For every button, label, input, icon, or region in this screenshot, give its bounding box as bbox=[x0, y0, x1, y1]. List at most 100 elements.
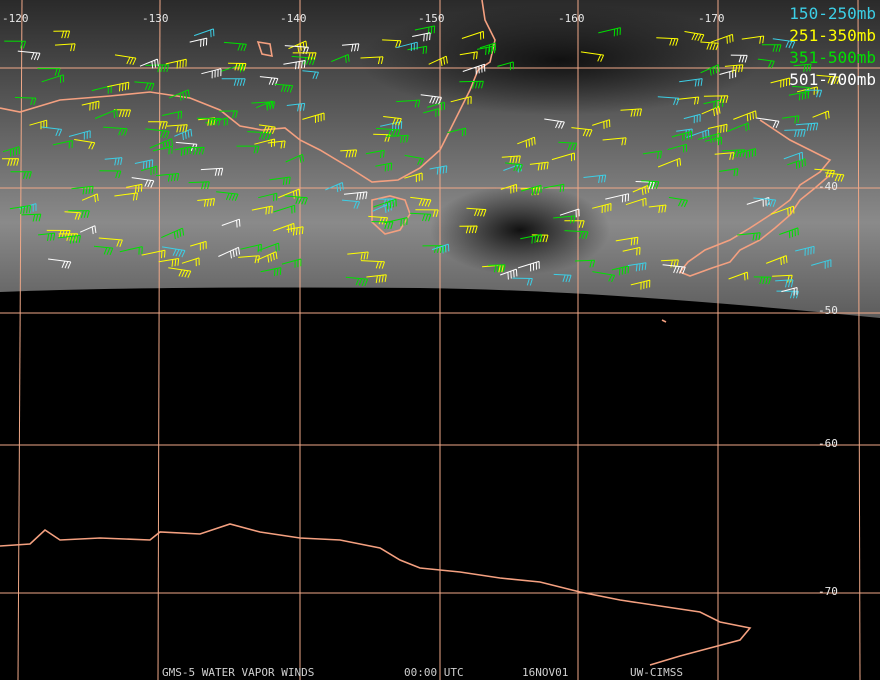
wind-barb bbox=[592, 203, 612, 214]
wind-barb bbox=[812, 110, 830, 120]
wind-barb bbox=[383, 116, 402, 126]
wind-barb bbox=[505, 162, 523, 172]
wind-barb bbox=[656, 37, 679, 46]
wind-barb bbox=[41, 74, 64, 84]
wind-barb bbox=[757, 58, 775, 69]
wind-barb bbox=[779, 227, 799, 239]
wind-barb bbox=[41, 126, 63, 137]
wind-barb bbox=[9, 205, 31, 215]
wind-barb bbox=[667, 143, 687, 153]
wind-barb bbox=[447, 127, 467, 137]
wind-barb bbox=[772, 38, 796, 49]
wind-barb bbox=[236, 145, 260, 154]
wind-barb bbox=[292, 52, 317, 60]
wind-barb bbox=[286, 226, 304, 236]
wind-barb bbox=[2, 146, 20, 157]
wind-barb bbox=[620, 108, 642, 117]
wind-barb bbox=[285, 153, 305, 163]
wind-barb bbox=[201, 68, 222, 79]
wind-barb bbox=[152, 145, 173, 155]
wind-barb bbox=[783, 151, 804, 161]
wind-barb bbox=[165, 58, 187, 69]
wind-barb bbox=[648, 204, 667, 213]
wind-barb bbox=[684, 31, 705, 42]
wind-barb bbox=[733, 110, 757, 122]
wind-barb bbox=[420, 94, 442, 105]
wind-barb bbox=[700, 41, 719, 51]
wind-barb bbox=[795, 122, 819, 131]
wind-barb bbox=[737, 232, 761, 241]
wind-barb bbox=[781, 287, 798, 296]
wind-barb bbox=[161, 227, 185, 240]
wind-barb bbox=[625, 197, 647, 207]
wind-barb bbox=[288, 40, 308, 52]
wind-barb bbox=[431, 243, 450, 254]
wind-barb bbox=[74, 139, 96, 150]
wind-barb bbox=[162, 110, 183, 120]
wind-barb bbox=[787, 158, 806, 169]
wind-barb bbox=[657, 157, 682, 168]
wind-barb bbox=[347, 251, 369, 260]
legend: 150-250mb 251-350mb 351-500mb 501-700mb bbox=[789, 4, 876, 89]
wind-barb bbox=[267, 140, 286, 149]
legend-entry: 251-350mb bbox=[789, 26, 876, 45]
lon-label: -150 bbox=[418, 12, 445, 25]
wind-barb bbox=[602, 137, 627, 146]
wind-barb bbox=[223, 41, 247, 52]
wind-barb bbox=[360, 260, 385, 269]
wind-barb bbox=[793, 63, 812, 72]
wind-barb bbox=[642, 150, 662, 159]
wind-barb bbox=[811, 259, 832, 269]
wind-barb bbox=[68, 210, 90, 218]
wind-barb bbox=[662, 264, 686, 274]
wind-barb bbox=[728, 271, 749, 281]
latitude-labels: -40 -50 -60 -70 bbox=[818, 180, 838, 598]
wind-barb bbox=[273, 204, 296, 214]
wind-barb bbox=[188, 181, 210, 190]
legend-entry: 351-500mb bbox=[789, 48, 876, 67]
wind-barb bbox=[4, 40, 26, 49]
wind-barb bbox=[703, 99, 724, 109]
wind-barb bbox=[428, 55, 448, 66]
wind-barb bbox=[98, 237, 123, 247]
wind-barb bbox=[228, 62, 247, 71]
wind-barb bbox=[461, 30, 485, 40]
wind-barb bbox=[94, 109, 118, 119]
wind-barb bbox=[788, 90, 810, 101]
wind-barb bbox=[114, 192, 138, 201]
wind-barb bbox=[256, 251, 278, 263]
wind-barb bbox=[302, 70, 319, 80]
wind-barb bbox=[459, 80, 484, 89]
wind-barb bbox=[375, 162, 393, 172]
wind-barb bbox=[605, 193, 630, 203]
lat-label: -60 bbox=[818, 437, 838, 450]
wind-barb bbox=[375, 127, 401, 137]
wind-barb bbox=[373, 198, 397, 210]
wind-barb bbox=[700, 64, 720, 76]
lon-label: -120 bbox=[2, 12, 29, 25]
wind-barb bbox=[592, 271, 616, 283]
wind-barb bbox=[775, 279, 794, 288]
wind-barb bbox=[283, 60, 306, 70]
wind-barb bbox=[169, 89, 190, 101]
legend-entry: 150-250mb bbox=[789, 4, 876, 23]
wind-barb bbox=[205, 117, 228, 126]
wind-barb bbox=[558, 141, 578, 151]
footer-date: 16NOV01 bbox=[522, 666, 568, 679]
wind-barb bbox=[766, 255, 788, 265]
wind-barb bbox=[488, 264, 506, 273]
wind-barb bbox=[325, 182, 344, 193]
wind-barb bbox=[753, 276, 772, 285]
wind-barb bbox=[404, 172, 423, 183]
wind-barb bbox=[221, 218, 241, 228]
wind-barb bbox=[1, 158, 20, 166]
wind-barb bbox=[404, 154, 425, 166]
wind-barb bbox=[770, 77, 791, 88]
wind-barb bbox=[221, 78, 246, 86]
wind-barb bbox=[48, 258, 72, 269]
wind-barb bbox=[466, 207, 487, 217]
wind-barb bbox=[500, 183, 518, 194]
wind-barb bbox=[71, 185, 94, 195]
wind-barb bbox=[611, 265, 629, 276]
